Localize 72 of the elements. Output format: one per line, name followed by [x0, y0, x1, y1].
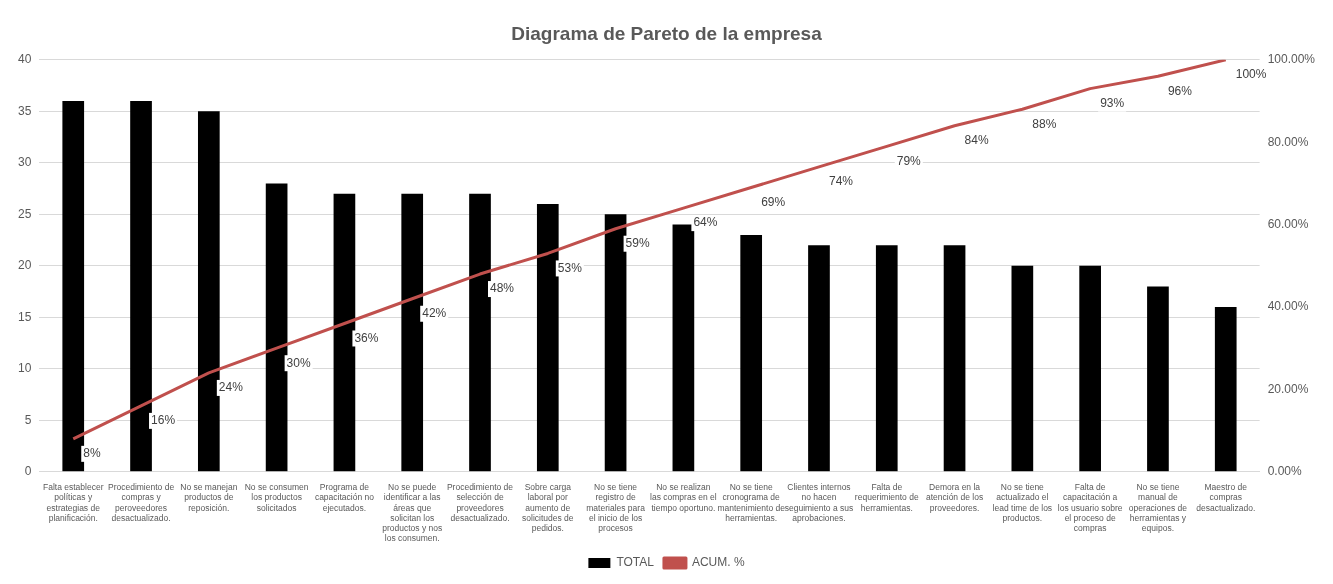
bar	[401, 193, 424, 472]
data-label: 42%	[422, 306, 447, 321]
bar	[1011, 265, 1034, 472]
x-tick-label: No se tiene manual de operaciones de herramientas y equipos.	[1128, 482, 1188, 534]
bar	[265, 183, 288, 472]
data-label: 64%	[693, 215, 718, 230]
x-tick-label: Sobre carga laboral por aumento de solicitudes de pedidos.	[522, 482, 574, 534]
data-label: 79%	[896, 153, 922, 168]
bar	[1147, 286, 1169, 472]
y2-tick-label: 40.00%	[1267, 299, 1309, 314]
legend-label: ACUM. %	[691, 555, 745, 570]
data-label: 100%	[1235, 67, 1267, 82]
y-tick-label: 5	[24, 412, 32, 427]
x-tick-label: No se tiene actualizado el lead time de los productos.	[992, 482, 1053, 523]
bar	[875, 245, 898, 472]
y-tick-label: 30	[17, 155, 32, 170]
x-tick-label: Procedimiento de compras y peroveedores desactualizado.	[107, 482, 175, 523]
x-tick-label: Programa de capacitación no ejecutados.	[314, 482, 375, 513]
bar	[130, 101, 152, 472]
bar	[469, 193, 491, 472]
y2-tick-label: 60.00%	[1267, 216, 1309, 231]
x-tick-label: No se tiene registro de materiales para el inicio de los procesos	[586, 482, 646, 534]
y-tick-label: 10	[17, 361, 32, 376]
bar	[1079, 265, 1101, 472]
data-label: 16%	[151, 413, 176, 428]
bar	[333, 193, 356, 472]
bar	[1214, 307, 1237, 472]
y-tick-label: 25	[17, 206, 32, 221]
data-label: 8%	[83, 446, 101, 461]
x-tick-label: Falta establecer políticas y estrategias de planificación.	[43, 482, 104, 523]
x-tick-label: No se manejan productos de reposición.	[180, 482, 238, 513]
data-label: 53%	[557, 260, 583, 275]
data-label: 24%	[218, 380, 244, 395]
x-tick-label: Procedimiento de selección de proveedores desactualizado.	[446, 482, 514, 523]
x-tick-label: No se consumen los productos solicitados	[244, 482, 309, 513]
data-label: 74%	[828, 174, 854, 189]
x-tick-label: No se puede identificar a las áreas que solicitan los productos y nos los consumen.	[382, 482, 443, 544]
data-label: 36%	[354, 330, 379, 345]
bar	[943, 245, 966, 472]
data-label: 59%	[625, 236, 650, 251]
y2-tick-label: 0.00%	[1267, 464, 1302, 479]
bar	[536, 204, 559, 472]
bar	[672, 224, 695, 472]
x-tick-label: Demora en la atención de los proveedores.	[925, 482, 984, 513]
bar	[197, 111, 220, 472]
x-tick-label: Maestro de compras desactualizado.	[1196, 482, 1256, 513]
x-tick-label: Falta de requerimiento de herramientas.	[854, 482, 919, 513]
data-label: 88%	[1032, 116, 1057, 131]
data-label: 69%	[761, 194, 786, 209]
bar	[604, 214, 627, 472]
bar	[740, 234, 763, 472]
x-tick-label: No se tiene cronograma de mantenimiento de herramientas.	[717, 482, 786, 523]
bar	[62, 101, 85, 472]
y-tick-label: 15	[17, 309, 32, 324]
data-label: 30%	[286, 355, 311, 370]
x-tick-label: No se realizan las compras en el tiempo oportuno.	[650, 482, 717, 513]
y2-tick-label: 100.00%	[1267, 52, 1316, 67]
data-label: 93%	[1100, 95, 1125, 110]
y-tick-label: 0	[24, 464, 32, 479]
data-label: 48%	[490, 281, 515, 296]
y-tick-label: 35	[17, 103, 32, 118]
bar	[808, 245, 830, 472]
data-label: 96%	[1167, 83, 1193, 98]
x-tick-label: Falta de capacitación a los usuario sobre el proceso de compras	[1057, 482, 1123, 534]
y2-tick-label: 80.00%	[1267, 134, 1309, 149]
data-label: 84%	[964, 133, 989, 148]
y2-tick-label: 20.00%	[1267, 381, 1309, 396]
x-tick-label: Clientes internos no hacen seguimiento a sus aprobaciones.	[784, 482, 854, 523]
y-tick-label: 40	[17, 52, 32, 67]
chart-title: Diagrama de Pareto de la empresa	[511, 22, 823, 44]
y-tick-label: 20	[17, 258, 32, 273]
legend-label: TOTAL	[616, 555, 655, 570]
